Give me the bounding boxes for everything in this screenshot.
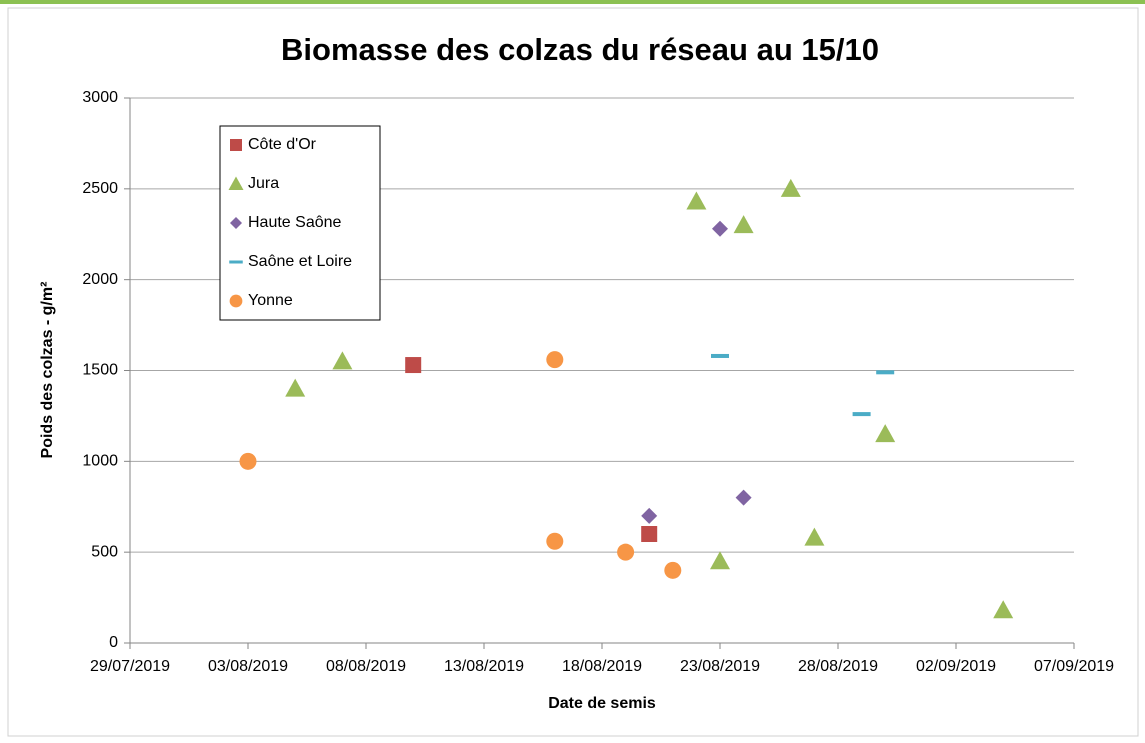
legend-marker: [229, 294, 243, 308]
y-tick-label: 3000: [82, 89, 118, 106]
x-tick-label: 03/08/2019: [208, 658, 288, 675]
point: [993, 600, 1014, 619]
x-axis-label: Date de semis: [548, 695, 656, 712]
x-tick-label: 08/08/2019: [326, 658, 406, 675]
point: [239, 452, 257, 470]
legend-marker: [230, 139, 242, 151]
point: [875, 424, 896, 443]
point: [712, 220, 728, 237]
legend-label: Saône et Loire: [248, 253, 352, 270]
x-tick-label: 02/09/2019: [916, 658, 996, 675]
point: [332, 351, 353, 370]
point: [804, 527, 825, 546]
y-tick-label: 1000: [82, 453, 118, 470]
point: [876, 370, 895, 375]
legend-label: Jura: [248, 175, 279, 192]
point: [546, 532, 564, 550]
x-tick-label: 23/08/2019: [680, 658, 760, 675]
point: [641, 507, 658, 524]
point: [852, 412, 871, 417]
legend-marker: [229, 260, 243, 264]
point: [617, 543, 635, 561]
point: [546, 351, 564, 369]
top-bar: [0, 0, 1145, 4]
y-axis-label: Poids des colzas - g/m²: [39, 282, 56, 459]
y-tick-label: 2000: [82, 271, 118, 288]
y-tick-label: 2500: [82, 180, 118, 197]
chart-title: Biomasse des colzas du réseau au 15/10: [281, 32, 879, 67]
y-tick-label: 1500: [82, 362, 118, 379]
x-tick-label: 07/09/2019: [1034, 658, 1114, 675]
legend-box: [219, 125, 381, 321]
point: [641, 526, 658, 542]
point: [405, 357, 422, 374]
point: [285, 378, 306, 397]
y-tick-label: 500: [91, 543, 118, 560]
point: [710, 551, 730, 570]
point: [664, 561, 682, 579]
point: [780, 178, 801, 197]
chart-frame: [7, 7, 1139, 737]
x-tick-label: 18/08/2019: [562, 658, 642, 675]
point: [686, 191, 707, 210]
point: [711, 353, 729, 358]
y-tick-label: 0: [109, 634, 118, 651]
x-tick-label: 29/07/2019: [90, 658, 170, 675]
x-tick-label: 28/08/2019: [798, 658, 878, 675]
point: [733, 215, 754, 234]
legend-marker: [230, 217, 242, 229]
x-tick-label: 13/08/2019: [444, 658, 524, 675]
point: [735, 489, 752, 506]
legend-label: Haute Saône: [248, 214, 342, 231]
legend-label: Côte d'Or: [248, 136, 317, 153]
legend-label: Yonne: [248, 292, 293, 309]
legend-marker: [228, 176, 244, 190]
